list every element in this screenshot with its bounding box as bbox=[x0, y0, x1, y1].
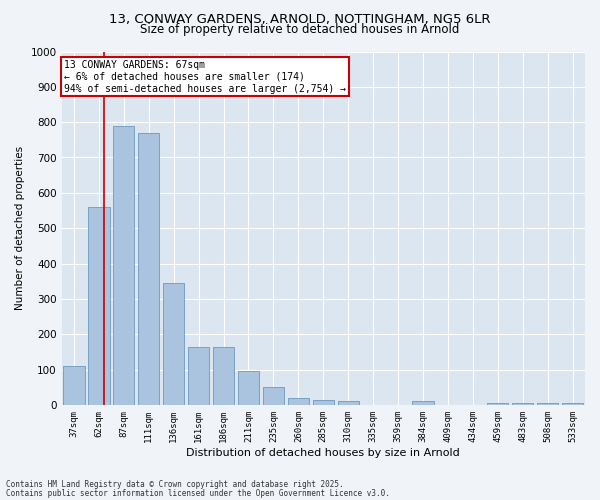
Bar bbox=[238, 372, 259, 405]
Text: Size of property relative to detached houses in Arnold: Size of property relative to detached ho… bbox=[140, 22, 460, 36]
Bar bbox=[537, 403, 558, 405]
Text: Contains public sector information licensed under the Open Government Licence v3: Contains public sector information licen… bbox=[6, 488, 390, 498]
Bar bbox=[263, 387, 284, 405]
Bar bbox=[113, 126, 134, 405]
Text: 13 CONWAY GARDENS: 67sqm
← 6% of detached houses are smaller (174)
94% of semi-d: 13 CONWAY GARDENS: 67sqm ← 6% of detache… bbox=[64, 60, 346, 94]
Bar bbox=[313, 400, 334, 405]
Bar bbox=[562, 403, 583, 405]
Bar bbox=[288, 398, 309, 405]
Y-axis label: Number of detached properties: Number of detached properties bbox=[15, 146, 25, 310]
Bar bbox=[163, 283, 184, 405]
Bar bbox=[64, 366, 85, 405]
Bar bbox=[88, 207, 110, 405]
Text: 13, CONWAY GARDENS, ARNOLD, NOTTINGHAM, NG5 6LR: 13, CONWAY GARDENS, ARNOLD, NOTTINGHAM, … bbox=[109, 12, 491, 26]
Bar bbox=[338, 400, 359, 405]
Bar bbox=[213, 346, 234, 405]
Bar bbox=[138, 133, 160, 405]
Bar bbox=[188, 346, 209, 405]
Bar bbox=[412, 402, 434, 405]
Text: Contains HM Land Registry data © Crown copyright and database right 2025.: Contains HM Land Registry data © Crown c… bbox=[6, 480, 344, 489]
Bar bbox=[512, 403, 533, 405]
Bar bbox=[487, 403, 508, 405]
X-axis label: Distribution of detached houses by size in Arnold: Distribution of detached houses by size … bbox=[187, 448, 460, 458]
